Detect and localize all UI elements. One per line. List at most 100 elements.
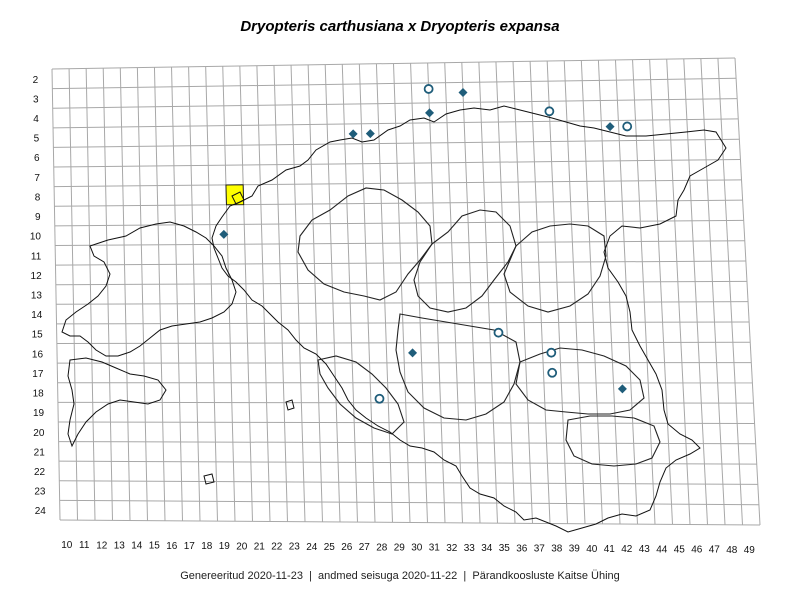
grid-line-horizontal bbox=[52, 98, 738, 109]
x-tick-label: 39 bbox=[569, 544, 581, 555]
grid-line-vertical bbox=[614, 59, 638, 525]
map-grid bbox=[51, 57, 761, 526]
grid-line-horizontal bbox=[58, 460, 757, 465]
county-boundary-3 bbox=[503, 223, 607, 313]
x-tick-label: 37 bbox=[534, 543, 546, 554]
record-circle-marker bbox=[622, 121, 633, 132]
south-island-border bbox=[67, 357, 167, 448]
x-tick-label: 24 bbox=[306, 542, 318, 553]
grid-line-vertical bbox=[632, 59, 656, 525]
x-tick-label: 30 bbox=[411, 543, 423, 554]
x-tick-label: 49 bbox=[744, 545, 756, 556]
y-tick-label: 20 bbox=[33, 428, 45, 439]
y-tick-label: 22 bbox=[34, 467, 46, 478]
mainland-border bbox=[211, 105, 727, 533]
map-footer: Genereeritud 2020-11-23 | andmed seisuga… bbox=[0, 570, 800, 582]
x-tick-label: 33 bbox=[464, 543, 476, 554]
grid-line-horizontal bbox=[55, 240, 745, 246]
x-tick-label: 26 bbox=[341, 542, 353, 553]
grid-line-vertical bbox=[119, 67, 131, 521]
x-tick-label: 22 bbox=[271, 542, 283, 553]
grid-line-vertical bbox=[444, 62, 463, 523]
x-tick-label: 13 bbox=[114, 540, 126, 551]
grid-line-vertical bbox=[171, 67, 183, 521]
y-tick-label: 2 bbox=[33, 75, 39, 86]
generated-date: Genereeritud 2020-11-23 bbox=[180, 570, 303, 582]
x-tick-label: 47 bbox=[709, 545, 721, 556]
grid-line-horizontal bbox=[53, 138, 740, 148]
grid-line-vertical bbox=[102, 68, 113, 521]
county-boundary-6 bbox=[565, 415, 661, 467]
record-circle-marker bbox=[547, 367, 558, 378]
x-tick-label: 18 bbox=[201, 541, 213, 552]
x-tick-label: 42 bbox=[621, 544, 633, 555]
grid-line-vertical bbox=[563, 60, 586, 524]
record-diamond-marker bbox=[458, 87, 468, 97]
grid-line-horizontal bbox=[53, 159, 741, 168]
y-tick-label: 19 bbox=[33, 408, 45, 419]
footer-separator-2: | bbox=[463, 570, 467, 582]
record-circle-marker bbox=[544, 106, 555, 117]
grid-line-vertical bbox=[580, 60, 603, 524]
grid-line-vertical bbox=[683, 58, 708, 525]
county-boundary-7 bbox=[317, 355, 405, 435]
y-tick-label: 12 bbox=[31, 271, 43, 282]
grid-line-horizontal bbox=[56, 321, 750, 325]
y-tick-label: 5 bbox=[34, 134, 40, 145]
record-circle-marker bbox=[546, 347, 557, 358]
x-tick-label: 23 bbox=[289, 542, 301, 553]
y-tick-label: 4 bbox=[33, 114, 39, 125]
grid-line-vertical bbox=[358, 64, 376, 523]
grid-line-vertical bbox=[478, 62, 498, 524]
grid-line-vertical bbox=[239, 65, 253, 522]
x-tick-label: 15 bbox=[149, 541, 161, 552]
grid-line-vertical bbox=[597, 60, 621, 525]
grid-line-horizontal bbox=[53, 118, 739, 129]
record-diamond-marker bbox=[365, 129, 375, 139]
x-tick-label: 14 bbox=[131, 541, 143, 552]
y-tick-label: 6 bbox=[34, 153, 40, 164]
x-tick-label: 12 bbox=[96, 540, 108, 551]
record-diamond-marker bbox=[348, 129, 358, 139]
x-axis-labels: 10 11 12 13 14 15 16 17 18 19 20 21 22 23 24 25 26 27 28 29… bbox=[61, 540, 755, 556]
grid-line-vertical bbox=[290, 65, 306, 522]
record-markers bbox=[219, 84, 633, 404]
x-tick-label: 35 bbox=[499, 543, 511, 554]
grid-line-horizontal bbox=[59, 519, 761, 526]
county-boundary-5 bbox=[515, 347, 645, 415]
grid-line-vertical bbox=[85, 68, 96, 521]
grid-line-vertical bbox=[273, 65, 288, 522]
grid-line-horizontal bbox=[58, 441, 756, 445]
y-tick-label: 11 bbox=[31, 251, 42, 262]
west-island-border bbox=[61, 221, 237, 357]
grid-line-vertical bbox=[734, 57, 761, 526]
data-state-date: andmed seisuga 2020-11-22 bbox=[318, 570, 458, 582]
grid-line-vertical bbox=[427, 62, 446, 523]
record-circle-marker bbox=[423, 84, 434, 94]
grid-line-vertical bbox=[51, 68, 61, 521]
y-tick-label: 24 bbox=[35, 506, 47, 517]
y-tick-label: 23 bbox=[34, 487, 46, 498]
grid-line-horizontal bbox=[54, 219, 744, 227]
y-tick-label: 16 bbox=[32, 349, 44, 360]
x-tick-label: 43 bbox=[639, 544, 651, 555]
grid-line-vertical bbox=[205, 66, 218, 522]
grid-line-horizontal bbox=[56, 301, 749, 305]
grid-line-vertical bbox=[700, 58, 726, 525]
x-tick-label: 16 bbox=[166, 541, 178, 552]
grid-line-horizontal bbox=[56, 341, 751, 345]
grid-line-horizontal bbox=[54, 199, 743, 207]
record-diamond-marker bbox=[408, 348, 418, 358]
grid-line-vertical bbox=[649, 59, 673, 525]
grid-line-horizontal bbox=[52, 77, 737, 90]
grid-line-vertical bbox=[324, 64, 341, 523]
y-tick-label: 8 bbox=[35, 192, 41, 203]
x-tick-label: 48 bbox=[726, 545, 738, 556]
footer-separator-1: | bbox=[309, 570, 312, 582]
x-tick-label: 34 bbox=[481, 543, 493, 554]
x-tick-label: 17 bbox=[184, 541, 196, 552]
y-tick-label: 10 bbox=[30, 232, 42, 243]
county-boundary-1 bbox=[297, 187, 433, 301]
